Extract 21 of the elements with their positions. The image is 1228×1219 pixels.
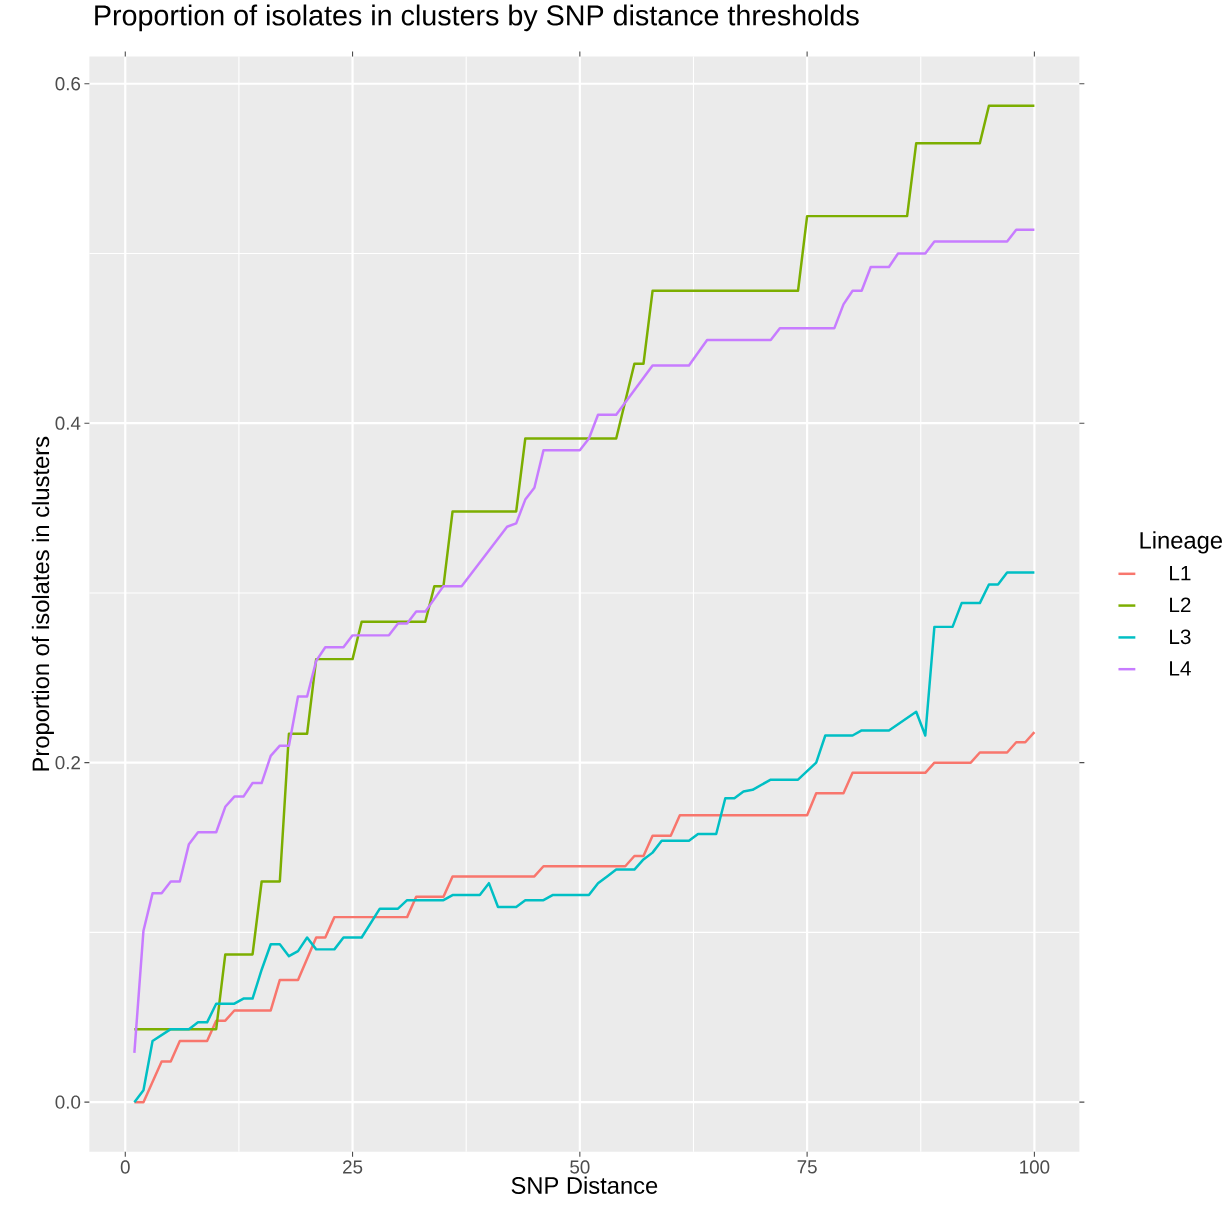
legend-label: L2 [1170,597,1191,612]
x-tick-label: 25 [343,1160,363,1174]
legend-label: L3 [1170,629,1191,644]
legend-title: Lineage [1140,531,1222,554]
y-tick-label: 0.0 [55,1095,81,1109]
y-tick-label: 0.2 [55,755,80,770]
x-tick-label: 0 [120,1160,130,1174]
x-tick-label: 100 [1020,1160,1050,1174]
x-tick-label: 50 [570,1160,590,1174]
line-series [133,104,1036,1031]
y-axis-title: Proportion of isolates in clusters [31,436,54,771]
legend-label: L1 [1170,565,1191,581]
line-series [133,730,1036,1104]
chart-title: Proportion of isolates in clusters by SNP distance thresholds [95,4,859,32]
x-tick-label: 75 [797,1160,817,1174]
y-tick-label: 0.4 [55,416,81,430]
line-series [133,571,1036,1104]
y-tick-label: 0.6 [55,76,81,91]
legend-label: L4 [1170,661,1191,676]
line-series [133,228,1036,1054]
x-axis-title: SNP Distance [511,1176,658,1194]
